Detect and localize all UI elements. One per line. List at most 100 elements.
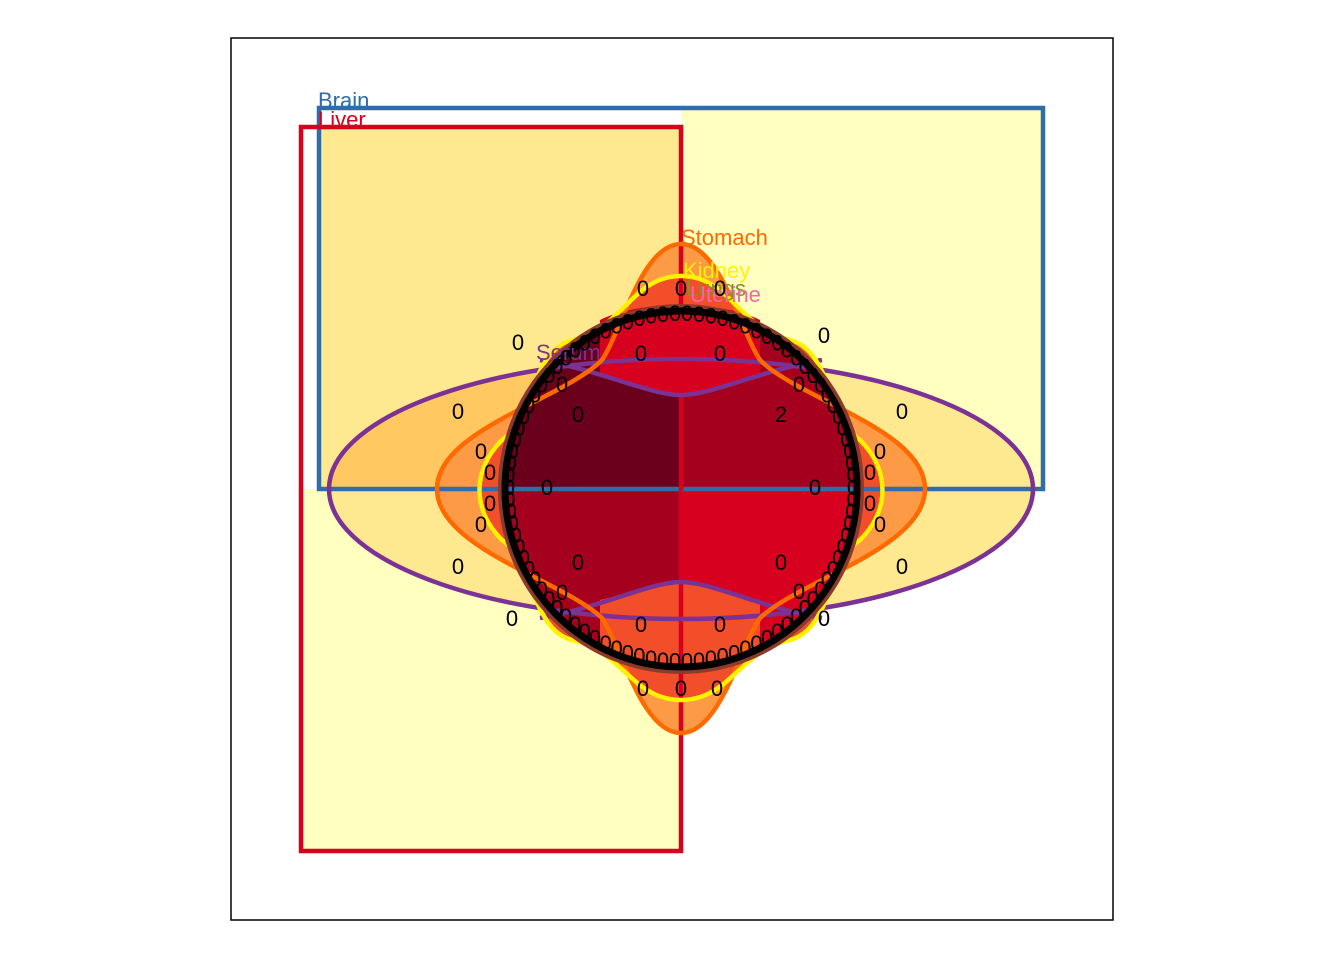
ring-count: 0 (529, 567, 541, 592)
region-count: 0 (635, 612, 647, 637)
ring-count: 0 (622, 640, 634, 665)
ring-count: 0 (761, 324, 773, 349)
ring-count: 0 (505, 499, 517, 524)
ring-count: 0 (716, 644, 728, 669)
ring-count: 0 (523, 393, 535, 418)
ring-count: 0 (832, 546, 844, 571)
ring-count: 0 (807, 587, 819, 612)
ring-labels: 0000000000000000000000000000000000000000… (503, 301, 859, 674)
set-labels: Brain Liver Stomach Kidney Lungs Uterine… (318, 88, 768, 365)
liver-outline (298, 124, 684, 854)
ring-count: 0 (507, 511, 519, 536)
ring-count: 0 (599, 631, 611, 656)
ring-count: 0 (505, 451, 517, 476)
ring-count: 0 (750, 318, 762, 343)
ring-count: 0 (610, 314, 622, 339)
region-count: 0 (637, 676, 649, 701)
ring-count: 0 (847, 475, 859, 500)
ring-count: 0 (503, 475, 515, 500)
ring-count: 0 (681, 649, 693, 674)
ring-count: 0 (827, 557, 839, 582)
lungs-outline (498, 304, 864, 674)
ring-count: 0 (518, 404, 530, 429)
region-count: 0 (512, 330, 524, 355)
ring-count: 0 (560, 346, 572, 371)
ring-count: 0 (551, 596, 563, 621)
ring-count: 0 (503, 463, 515, 488)
region-count: 0 (809, 475, 821, 500)
set-label-uterine: Uterine (690, 282, 761, 307)
stomach-outline (434, 241, 928, 736)
ring-count: 0 (846, 487, 858, 512)
ring-count: 0 (645, 303, 657, 328)
ring-count: 0 (807, 363, 819, 388)
ring-count: 0 (845, 499, 857, 524)
region-count: 0 (475, 512, 487, 537)
ring-count: 0 (622, 309, 634, 334)
ring-count: 0 (799, 596, 811, 621)
ring-count: 0 (633, 306, 645, 331)
ring-count: 0 (739, 314, 751, 339)
region-count: 0 (896, 554, 908, 579)
ring-count: 0 (579, 331, 591, 356)
ring-count: 0 (843, 439, 855, 464)
ring-count: 0 (669, 649, 681, 674)
ring-count: 0 (821, 567, 833, 592)
ring-count: 0 (513, 534, 525, 559)
region-count: 0 (711, 676, 723, 701)
region-count: 0 (484, 460, 496, 485)
ring-count: 0 (569, 338, 581, 363)
ring-count: 0 (843, 511, 855, 536)
set-label-brain: Brain (318, 88, 369, 113)
serum-inner-top (539, 357, 823, 398)
region-count: 0 (452, 399, 464, 424)
region-count: 0 (775, 550, 787, 575)
region-count: 0 (874, 439, 886, 464)
region-count: 0 (714, 341, 726, 366)
ring-count: 0 (846, 463, 858, 488)
region-count: 0 (572, 402, 584, 427)
set-label-stomach: Stomach (681, 225, 768, 250)
set-outlines (298, 105, 1046, 854)
ring-count: 0 (610, 636, 622, 661)
region-count: 0 (506, 606, 518, 631)
region-count: 0 (637, 276, 649, 301)
ring-count: 0 (836, 534, 848, 559)
ring-count: 0 (840, 427, 852, 452)
ring-count: 0 (503, 487, 515, 512)
ring-count: 0 (832, 404, 844, 429)
region-count: 0 (793, 579, 805, 604)
ring-count: 0 (657, 302, 669, 327)
ring-count: 0 (589, 324, 601, 349)
ring-count: 0 (543, 587, 555, 612)
region-count: 0 (714, 612, 726, 637)
ring-count: 0 (840, 523, 852, 548)
ring-count: 0 (827, 393, 839, 418)
ring-count: 0 (790, 604, 802, 629)
ring-count: 0 (510, 523, 522, 548)
ring-count: 0 (560, 604, 572, 629)
region-count: 0 (818, 323, 830, 348)
region-count: 0 (874, 512, 886, 537)
ring-count: 0 (705, 303, 717, 328)
ring-count: 0 (536, 373, 548, 398)
set-label-lungs: Lungs (686, 276, 746, 301)
set-label-serum: Serum (536, 340, 601, 365)
ring-count: 0 (633, 644, 645, 669)
ring-count: 0 (814, 373, 826, 398)
ring-count: 0 (645, 646, 657, 671)
ring-count: 0 (821, 383, 833, 408)
region-count: 0 (484, 491, 496, 516)
ring-count: 0 (510, 427, 522, 452)
ring-count: 0 (589, 626, 601, 651)
region-count: 0 (452, 554, 464, 579)
serum-inner-bottom (539, 579, 823, 621)
ring-count: 0 (750, 631, 762, 656)
region-count: 0 (541, 475, 553, 500)
region-count: 0 (675, 276, 687, 301)
region-count: 0 (864, 491, 876, 516)
ring-count: 0 (705, 646, 717, 671)
set-label-kidney: Kidney (683, 258, 750, 283)
ring-count: 0 (845, 451, 857, 476)
